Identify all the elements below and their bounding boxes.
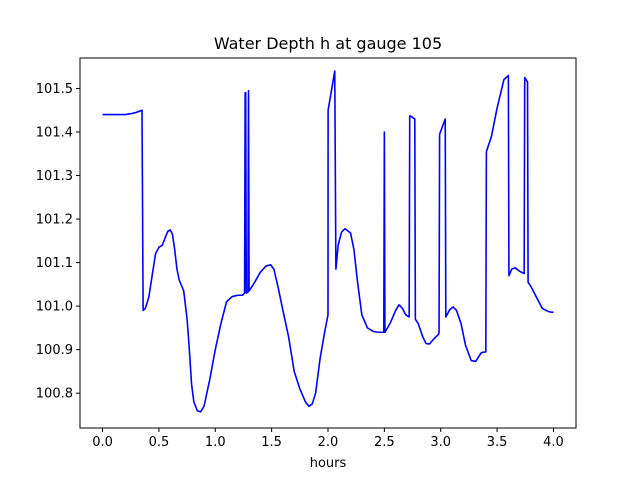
x-axis: 0.0 0.5 1.0 1.5 2.0 2.5 3.0 3.5 4.0 [92,428,564,450]
y-tick-label: 100.8 [36,387,73,402]
y-axis: 100.8 100.9 101.0 101.1 101.2 101.3 101.4 101.5 [36,82,80,402]
x-tick-label: 0.0 [92,435,113,450]
y-tick-label: 101.2 [36,213,73,228]
x-tick-label: 0.5 [149,435,170,450]
x-tick-label: 4.0 [543,435,564,450]
axes-frame [79,57,577,429]
x-tick-label: 2.0 [318,435,339,450]
y-tick-label: 101.1 [36,256,73,271]
y-tick-label: 101.3 [36,169,73,184]
x-tick-label: 2.5 [374,435,395,450]
x-tick-label: 3.5 [487,435,508,450]
plot-area [102,70,554,413]
series-line-0 [102,70,554,413]
y-tick-label: 101.0 [36,300,73,315]
x-axis-label: hours [310,456,347,471]
chart-title: Water Depth h at gauge 105 [214,34,442,53]
x-tick-label: 3.0 [430,435,451,450]
x-tick-label: 1.0 [205,435,226,450]
y-tick-label: 101.4 [36,126,73,141]
x-tick-label: 1.5 [261,435,282,450]
y-tick-label: 100.9 [36,343,73,358]
y-tick-label: 101.5 [36,82,73,97]
